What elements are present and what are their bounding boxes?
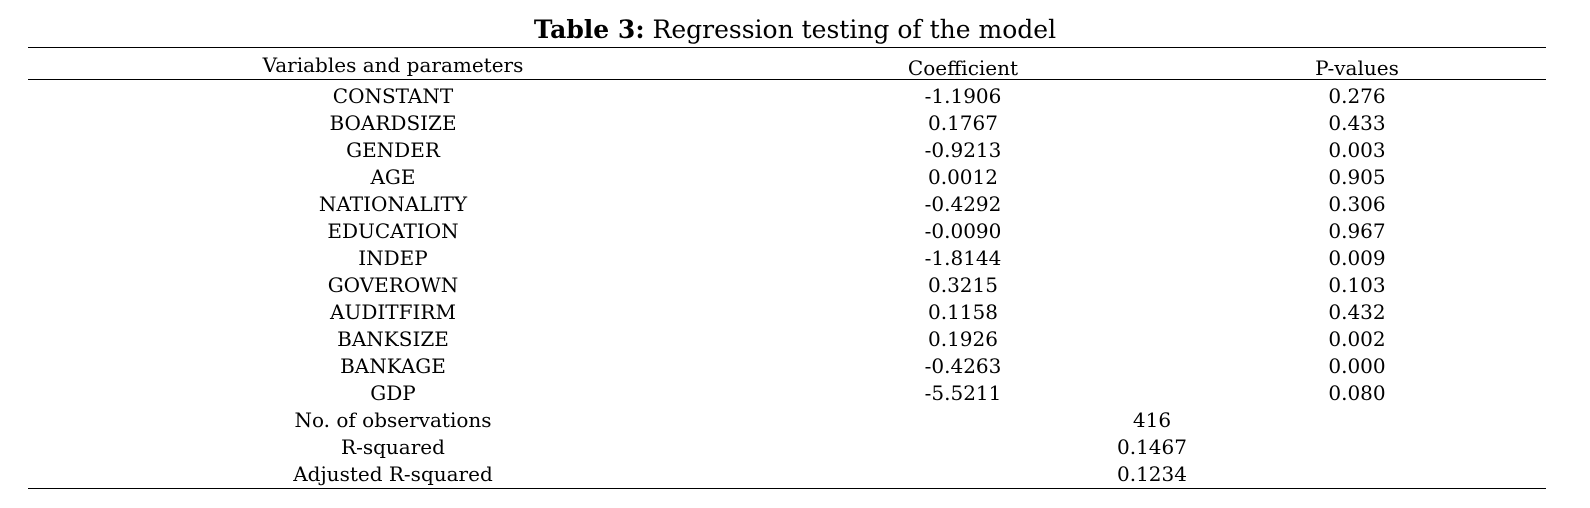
summary-label: No. of observations bbox=[294, 408, 492, 432]
coefficient-value: 0.3215 bbox=[928, 273, 998, 297]
variable-name: BANKAGE bbox=[340, 354, 446, 378]
pvalue-value: 0.433 bbox=[1328, 111, 1386, 135]
header-pvalues: P-values bbox=[1315, 56, 1399, 80]
pvalue-value: 0.080 bbox=[1328, 381, 1386, 405]
summary-label: R-squared bbox=[341, 435, 445, 459]
coefficient-value: -0.4263 bbox=[924, 354, 1002, 378]
top-rule bbox=[28, 47, 1546, 48]
header-variables: Variables and parameters bbox=[262, 53, 524, 77]
coefficient-value: -1.1906 bbox=[924, 84, 1002, 108]
pvalue-value: 0.009 bbox=[1328, 246, 1386, 270]
coefficient-value: 0.0012 bbox=[928, 165, 998, 189]
variable-name: BANKSIZE bbox=[337, 327, 449, 351]
pvalue-value: 0.306 bbox=[1328, 192, 1386, 216]
summary-value: 416 bbox=[1132, 408, 1172, 432]
variable-name: INDEP bbox=[358, 246, 428, 270]
pvalue-value: 0.103 bbox=[1328, 273, 1386, 297]
summary-value: 0.1467 bbox=[1117, 435, 1187, 459]
bottom-rule bbox=[28, 488, 1546, 489]
coefficient-value: -5.5211 bbox=[924, 381, 1002, 405]
variable-name: GDP bbox=[370, 381, 416, 405]
pvalue-value: 0.000 bbox=[1328, 354, 1386, 378]
summary-value: 0.1234 bbox=[1117, 462, 1187, 486]
variable-name: AGE bbox=[370, 165, 416, 189]
variable-name: GENDER bbox=[346, 138, 440, 162]
header-rule bbox=[28, 79, 1546, 80]
header-coefficient: Coefficient bbox=[907, 56, 1019, 80]
summary-label: Adjusted R-squared bbox=[293, 462, 493, 486]
variable-name: BOARDSIZE bbox=[329, 111, 457, 135]
variable-name: NATIONALITY bbox=[318, 192, 468, 216]
coefficient-value: 0.1158 bbox=[928, 300, 998, 324]
pvalue-value: 0.002 bbox=[1328, 327, 1386, 351]
pvalue-value: 0.432 bbox=[1328, 300, 1386, 324]
coefficient-value: 0.1926 bbox=[928, 327, 998, 351]
table-caption: Table 3: Regression testing of the model bbox=[0, 14, 1590, 46]
pvalue-value: 0.003 bbox=[1328, 138, 1386, 162]
pvalue-value: 0.276 bbox=[1328, 84, 1386, 108]
variable-name: EDUCATION bbox=[327, 219, 459, 243]
variable-name: CONSTANT bbox=[332, 84, 454, 108]
coefficient-value: -0.9213 bbox=[924, 138, 1002, 162]
variable-name: AUDITFIRM bbox=[330, 300, 456, 324]
variable-name: GOVEROWN bbox=[327, 273, 459, 297]
pvalue-value: 0.967 bbox=[1328, 219, 1386, 243]
pvalue-value: 0.905 bbox=[1328, 165, 1386, 189]
caption-text: Regression testing of the model bbox=[644, 15, 1057, 44]
coefficient-value: -0.0090 bbox=[924, 219, 1002, 243]
coefficient-value: -0.4292 bbox=[924, 192, 1002, 216]
caption-label: Table 3: bbox=[533, 15, 645, 44]
coefficient-value: 0.1767 bbox=[928, 111, 998, 135]
coefficient-value: -1.8144 bbox=[924, 246, 1002, 270]
